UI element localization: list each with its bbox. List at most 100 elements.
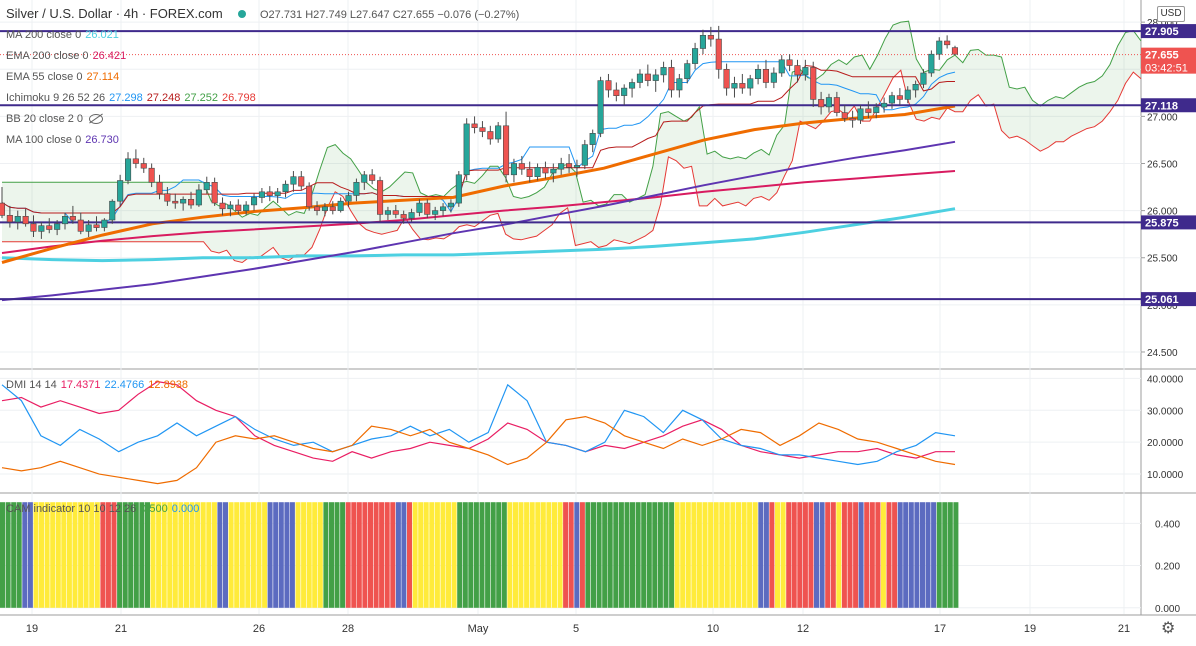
- candle-body: [408, 212, 415, 219]
- cam-bar: [847, 502, 853, 608]
- indicator-name: BB 20 close 2 0: [6, 113, 84, 125]
- candle-body: [833, 97, 840, 113]
- cam-bar: [11, 502, 17, 608]
- cam-bar: [44, 502, 50, 608]
- cam-bar: [145, 502, 150, 608]
- symbol-title[interactable]: Silver / U.S. Dollar · 4h · FOREX.com: [6, 6, 223, 21]
- cam-bar: [641, 502, 647, 608]
- indicator-value: 27.252: [184, 92, 219, 104]
- cam-bar: [33, 502, 39, 608]
- x-tick-label: 5: [573, 623, 579, 635]
- candle-body: [621, 87, 628, 96]
- candle-body: [54, 223, 61, 230]
- cam-bar: [55, 502, 61, 608]
- candle-body: [825, 97, 833, 108]
- cam-bar: [724, 502, 730, 608]
- indicator-value: 27.248: [146, 92, 181, 104]
- candle-body: [384, 210, 392, 215]
- cam-bar: [317, 502, 323, 608]
- y-tick-label: 26.500: [1147, 159, 1178, 170]
- cam-bar: [908, 502, 914, 608]
- candle-body: [660, 67, 667, 76]
- cam-bar: [451, 502, 457, 608]
- cam-bar: [245, 502, 251, 608]
- dmi-line: [1, 380, 955, 462]
- indicator-legend-row[interactable]: EMA 200 close 0 26.421: [6, 49, 126, 63]
- candle-body: [810, 67, 817, 100]
- cam-bar: [89, 502, 95, 608]
- candle-body: [628, 82, 636, 89]
- cam-y-tick-label: 0.200: [1155, 562, 1180, 573]
- cam-bar: [133, 502, 139, 608]
- cam-bar: [423, 502, 429, 608]
- indicator-legend-row[interactable]: BB 20 close 2 0: [6, 112, 104, 126]
- candle-body: [802, 67, 809, 76]
- cam-legend[interactable]: CAM indicator 10 10 12 26 0.500 0.000: [6, 502, 199, 516]
- cam-bar: [685, 502, 691, 608]
- cam-bar: [869, 502, 875, 608]
- cam-bar: [892, 502, 898, 608]
- indicator-legend-row[interactable]: MA 100 close 0 26.730: [6, 133, 119, 147]
- x-tick-label: 19: [26, 623, 38, 635]
- cam-bar: [769, 502, 775, 608]
- candle-body: [550, 168, 557, 174]
- candle-body: [597, 80, 604, 134]
- price-label-box: [1141, 24, 1196, 39]
- cam-bar: [942, 502, 948, 608]
- cam-bar: [178, 502, 184, 608]
- cam-bar: [289, 502, 295, 608]
- x-tick-label: 21: [115, 623, 127, 635]
- indicator-value: 27.298: [109, 92, 143, 104]
- candle-body: [258, 191, 266, 198]
- cam-bar: [786, 502, 792, 608]
- y-tick-label: 26.000: [1147, 207, 1178, 218]
- candle-body: [298, 176, 305, 187]
- cam-bar: [630, 502, 635, 608]
- cam-bar: [736, 502, 741, 608]
- cam-bar: [858, 502, 864, 608]
- candle-body: [14, 216, 21, 223]
- cam-bar: [195, 502, 201, 608]
- candle-body: [6, 215, 13, 223]
- cam-bar: [920, 502, 925, 608]
- chart-title-row: Silver / U.S. Dollar · 4h · FOREX.com O2…: [6, 6, 519, 21]
- cam-bar: [267, 502, 273, 608]
- candle-body: [888, 95, 896, 104]
- cam-bar: [223, 502, 228, 608]
- price-label: 27.118: [1145, 100, 1178, 112]
- cam-bar: [880, 502, 886, 608]
- candle-body: [290, 176, 297, 185]
- candle-body: [707, 34, 714, 40]
- candle-body: [896, 95, 903, 100]
- candle-body: [38, 225, 45, 232]
- candle-body: [329, 206, 336, 211]
- hidden-eye-icon[interactable]: [89, 114, 104, 125]
- dmi-y-tick-label: 10.0000: [1147, 470, 1184, 481]
- cam-bar: [903, 502, 909, 608]
- currency-button[interactable]: USD: [1157, 6, 1185, 22]
- candle-body: [818, 99, 825, 108]
- candle-body: [904, 89, 911, 100]
- cam-bar: [351, 502, 357, 608]
- dmi-legend[interactable]: DMI 14 14 17.4371 22.4766 12.8938: [6, 378, 188, 392]
- cam-bar: [574, 502, 580, 608]
- price-label-box: [1141, 98, 1196, 113]
- indicator-legend-row[interactable]: Ichimoku 9 26 52 26 27.298 27.248 27.252 26.…: [6, 91, 256, 105]
- x-tick-label: 10: [707, 623, 719, 635]
- candle-body: [455, 174, 462, 204]
- cam-bar: [524, 502, 530, 608]
- settings-gear-icon[interactable]: ⚙: [1161, 620, 1176, 637]
- cam-bar: [836, 502, 842, 608]
- indicator-legend-row[interactable]: EMA 55 close 0 27.114: [6, 70, 119, 84]
- cam-bar: [579, 502, 585, 608]
- cam-bar: [200, 502, 206, 608]
- candle-body: [920, 72, 927, 85]
- candle-body: [589, 133, 596, 145]
- x-tick-label: May: [468, 623, 489, 635]
- candle-body: [699, 34, 707, 49]
- indicator-legend-row[interactable]: MA 200 close 0 26.021: [6, 28, 119, 42]
- y-tick-label: 25.000: [1147, 301, 1178, 312]
- cam-bar: [362, 502, 368, 608]
- cam-bar: [914, 502, 920, 608]
